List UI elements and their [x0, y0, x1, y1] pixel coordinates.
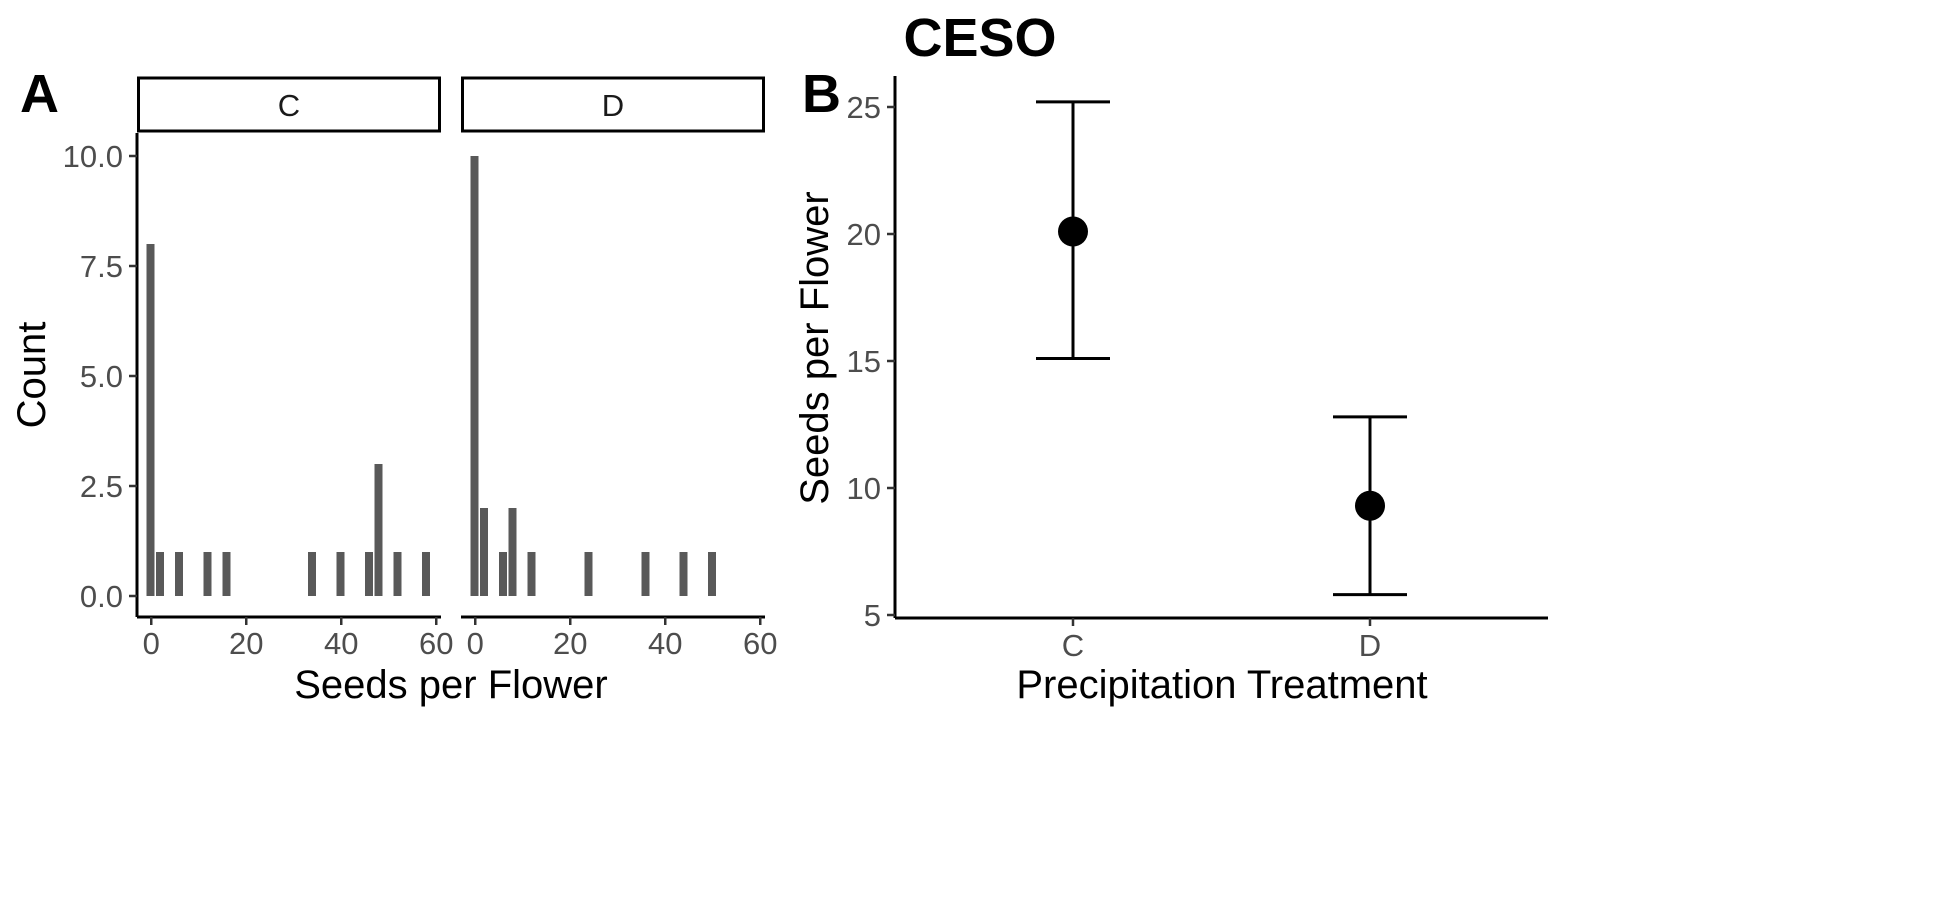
facet-strip-label: D: [602, 88, 624, 123]
panel-b-y-tick-label: 10: [847, 471, 881, 506]
facet-strip-label: C: [278, 88, 300, 123]
histogram-bar: [584, 552, 593, 596]
panel-b-y-axis-title: Seeds per Flower: [793, 191, 837, 504]
chart-title: CESO: [903, 8, 1056, 68]
panel-a-x-tick-label: 0: [467, 626, 484, 661]
histogram-bar: [679, 552, 688, 596]
panel-b-x-tick-label: D: [1359, 628, 1381, 663]
panel-a-x-tick-label: 60: [743, 626, 777, 661]
panel-a-x-tick-label: 20: [229, 626, 263, 661]
histogram-bar: [222, 552, 231, 596]
histogram-bar: [641, 552, 650, 596]
histogram-bar: [308, 552, 316, 596]
histogram-bar: [365, 552, 373, 596]
histogram-bar: [527, 552, 536, 596]
facet-strip-d: [461, 76, 765, 133]
histogram-bar: [470, 156, 479, 596]
panel-a-x-tick-label: 0: [143, 626, 160, 661]
panel-b-y-tick-label: 5: [864, 598, 881, 633]
histogram-bar: [175, 552, 183, 596]
panel-b-tag: B: [802, 64, 841, 124]
facet-strip-c: [137, 76, 441, 133]
panel-a-x-tick-label: 40: [324, 626, 358, 661]
panel-a-x-tick-label: 60: [419, 626, 453, 661]
panel-a-y-tick-label: 7.5: [80, 249, 123, 284]
histogram-bar: [480, 508, 488, 596]
histogram-bar: [156, 552, 164, 596]
panel-b-x-tick-label: C: [1062, 628, 1084, 663]
histogram-bar: [508, 508, 517, 596]
panel-b-x-axis-title: Precipitation Treatment: [1016, 663, 1427, 707]
panel-a-y-tick-label: 0.0: [80, 579, 123, 614]
mean-point: [1058, 216, 1088, 247]
panel-b-y-tick-label: 15: [847, 344, 881, 379]
panel-b-y-tick-label: 20: [847, 217, 881, 252]
panel-a-y-axis-title: Count: [10, 322, 54, 429]
histogram-bar: [499, 552, 507, 596]
histogram-bar: [708, 552, 716, 596]
mean-point: [1355, 490, 1385, 521]
panel-a-tag: A: [20, 64, 59, 124]
panel-a-y-tick-label: 2.5: [80, 469, 123, 504]
histogram-bar: [393, 552, 402, 596]
histogram-bar: [336, 552, 345, 596]
histogram-bar: [203, 552, 212, 596]
panel-a-y-tick-label: 10.0: [63, 139, 123, 174]
panel-b-y-tick-label: 25: [847, 90, 881, 125]
panel-a-x-tick-label: 20: [553, 626, 587, 661]
panel-a-x-axis-title: Seeds per Flower: [294, 663, 607, 707]
panel-a-y-tick-label: 5.0: [80, 359, 123, 394]
histogram-bar: [146, 244, 155, 596]
histogram-bar: [422, 552, 430, 596]
panel-a-x-tick-label: 40: [648, 626, 682, 661]
histogram-bar: [374, 464, 383, 596]
